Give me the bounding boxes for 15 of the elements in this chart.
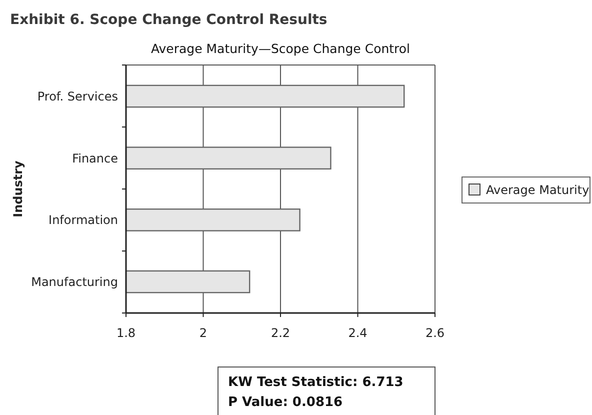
- x-tick-label: 2.4: [348, 326, 368, 340]
- y-tick-label: Information: [48, 213, 118, 228]
- x-tick-label: 1.8: [116, 326, 136, 340]
- text: P Value: 0.0816: [228, 395, 343, 410]
- chart-subtitle: Average Maturity—Scope Change Control: [150, 41, 410, 56]
- y-tick-label: Prof. Services: [37, 89, 118, 104]
- chart-title: Exhibit 6. Scope Change Control Results: [10, 12, 328, 28]
- x-tick-label: 2.6: [425, 326, 445, 340]
- x-tick-label: 2: [199, 326, 208, 340]
- y-tick-label: Manufacturing: [31, 274, 118, 289]
- y-tick-label: Finance: [72, 151, 118, 166]
- legend-label: Average Maturity: [486, 183, 590, 197]
- y-axis-title: Industry: [11, 160, 25, 218]
- x-tick-label: 2.2: [270, 326, 290, 340]
- text: KW Test Statistic: 6.713: [228, 375, 404, 390]
